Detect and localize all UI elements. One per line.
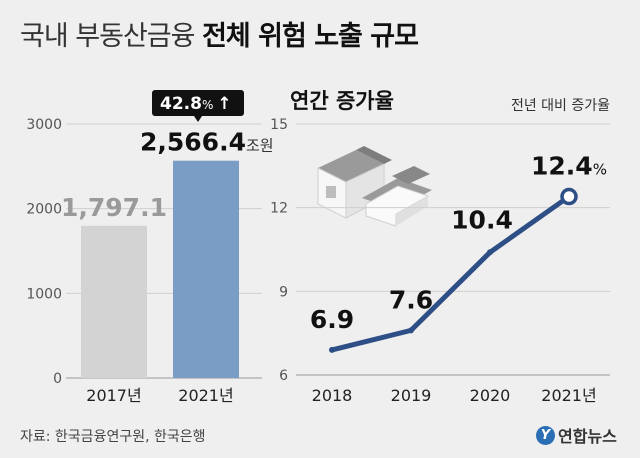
bar-y-tick-label: 2000 (26, 202, 62, 218)
line-chart-value-labels: 6.9 7.6 10.4 12.4% (310, 152, 607, 334)
line-chart-points (329, 187, 578, 353)
line-category-label: 2021년 (541, 386, 596, 405)
bar-chart-categories: 2017년 2021년 (86, 386, 233, 405)
line-chart-series (329, 194, 572, 353)
growth-badge-value: 42.8 (160, 94, 202, 114)
growth-badge-unit: % (202, 98, 213, 112)
bar-chart-value-labels: 1,797.1 2,566.4조원 (61, 128, 274, 222)
line-chart-title: 연간 증가율 (290, 89, 394, 113)
line-category-label: 2019 (391, 386, 432, 405)
line-value-label: 12.4% (531, 152, 607, 181)
line-point (329, 346, 335, 353)
chart-title: 국내 부동산금융 전체 위험 노출 규모 (20, 14, 419, 53)
logo-mark: Y (536, 425, 555, 445)
logo-text: 연합뉴스 (558, 427, 617, 446)
title-light: 국내 부동산금융 (20, 21, 195, 52)
line-point (487, 249, 493, 256)
bar-value-unit: 조원 (246, 137, 274, 155)
line-category-label: 2018 (312, 386, 353, 405)
line-value-number: 6.9 (310, 305, 354, 334)
bar-y-tick-label: 1000 (26, 286, 62, 302)
bar-chart-bars (81, 160, 239, 378)
growth-badge: 42.8% ↑ (152, 90, 244, 122)
line-value-number: 10.4 (451, 205, 513, 234)
source-note: 자료: 한국금융연구원, 한국은행 (20, 429, 206, 445)
line-series-path (329, 194, 572, 353)
publisher-logo: Y 연합뉴스 (536, 423, 617, 447)
bar-category-label: 2017년 (86, 386, 141, 405)
line-value-unit: % (593, 161, 607, 179)
line-y-tick-label: 6 (279, 368, 288, 384)
growth-badge-pointer (194, 116, 202, 122)
arrow-up-icon: ↑ (217, 94, 231, 114)
bar-y-tick-label: 0 (53, 371, 62, 387)
growth-badge-box (152, 90, 244, 116)
line-value-number: 7.6 (389, 285, 433, 314)
line-point (408, 327, 414, 334)
bar-category-label: 2021년 (178, 386, 233, 405)
bar-value-number: 2,566.4 (140, 128, 246, 157)
house-illustration (317, 146, 432, 227)
line-chart-note: 전년 대비 증가율 (511, 98, 610, 114)
line-point-marker (560, 187, 578, 206)
bar-value-label: 1,797.1 (61, 193, 167, 222)
line-y-tick-label: 9 (279, 284, 288, 300)
bar-chart-y-ticks: 0 1000 2000 3000 (26, 117, 62, 387)
line-chart-y-ticks: 6 9 12 15 (270, 117, 288, 384)
line-y-tick-label: 15 (270, 117, 288, 133)
line-value-number: 12.4 (531, 152, 593, 181)
growth-badge-label: 42.8% ↑ (160, 94, 232, 114)
line-chart-categories: 2018 2019 2020 2021년 (312, 386, 597, 405)
line-chart-grid (296, 123, 610, 376)
bar (173, 160, 239, 378)
line-category-label: 2020 (470, 386, 511, 405)
line-value-label: 7.6 (389, 285, 433, 314)
line-value-label: 10.4 (451, 205, 513, 234)
bar-y-tick-label: 3000 (26, 117, 62, 133)
line-y-tick-label: 12 (270, 201, 288, 217)
bar-value-label: 2,566.4조원 (140, 128, 274, 157)
line-value-label: 6.9 (310, 305, 354, 334)
title-bold: 전체 위험 노출 규모 (202, 21, 419, 52)
bar (81, 225, 147, 378)
